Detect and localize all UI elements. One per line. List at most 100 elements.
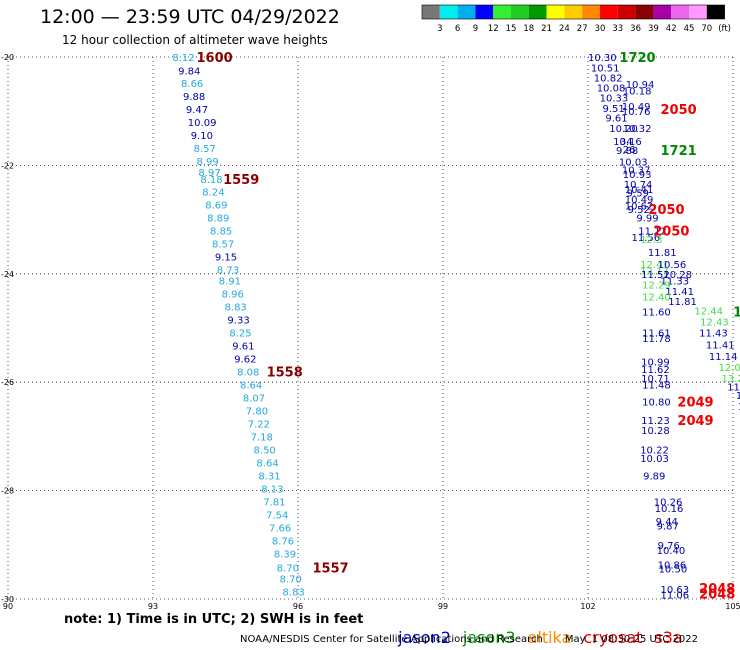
wave-height-point: 8.57 xyxy=(194,144,216,155)
track-time-label: 2050 xyxy=(661,103,697,118)
wave-height-point: 9.52 xyxy=(628,205,650,216)
colorbar-swatch xyxy=(528,5,547,19)
wave-height-point: 11.41 xyxy=(665,287,694,298)
colorbar-swatch xyxy=(600,5,618,19)
satellite-legend: jason2 jason3 altika cryosat s3a xyxy=(388,609,695,647)
wave-height-point: 10.94 xyxy=(626,80,655,91)
wave-height-point: 10.82 xyxy=(594,74,623,85)
wave-height-point: 9.59 xyxy=(627,189,649,200)
wave-height-point: 11.8 xyxy=(738,402,740,413)
wave-height-point: 26 xyxy=(623,145,636,156)
wave-height-point: 10.40 xyxy=(657,546,686,557)
wave-height-point: 8.08 xyxy=(237,367,259,378)
wave-height-point: 8.96 xyxy=(222,289,244,300)
track-time-labels: 1600 1559 1558 1557 1720 1721 1722 2050 2050 2050… xyxy=(197,51,740,603)
track-time-label: 1600 xyxy=(197,51,233,66)
x-tick-label: 99 xyxy=(438,602,448,611)
wave-height-point: 11.60 xyxy=(642,308,671,319)
wave-height-point: 10.18 xyxy=(623,87,652,98)
wave-height-point: 8.99 xyxy=(197,157,219,168)
colorbar-swatch xyxy=(564,5,583,19)
track-time-label: 2050 xyxy=(648,203,684,218)
wave-height-point: 11.99 xyxy=(736,391,740,402)
wave-height-point: 10.22 xyxy=(640,445,669,456)
wave-height-point: 8.18 xyxy=(200,175,222,186)
y-tick-label: -22 xyxy=(1,161,14,170)
wave-height-point: 8.25 xyxy=(229,328,251,339)
track-time-label: 1558 xyxy=(267,365,303,380)
wave-height-point: 8.73 xyxy=(217,265,239,276)
track-time-label: 1722 xyxy=(733,306,740,321)
wave-height-point: 11.06 xyxy=(661,591,690,602)
wave-height-point: 10.99 xyxy=(641,358,670,369)
wave-height-point: 8.66 xyxy=(181,79,203,90)
footer: NOAA/NESDIS Center for Satellite Applica… xyxy=(240,634,698,645)
colorbar-label: 36 xyxy=(630,24,641,34)
wave-height-point: 8.83 xyxy=(225,302,247,313)
wave-height-point: 11.81 xyxy=(668,297,697,308)
wave-height-point: 12.43 xyxy=(700,317,729,328)
track-time-label: 2048 xyxy=(699,588,735,603)
color-scale-legend: 3 6 9 12 15 18 21 24 27 30 33 36 39 42 45 70 (ft) xyxy=(421,4,731,34)
track-time-label: 2049 xyxy=(677,396,713,411)
wave-height-point: 8.13 xyxy=(261,484,283,495)
wave-height-point: 11.78 xyxy=(642,334,671,345)
y-tick-label: -28 xyxy=(1,487,14,496)
legend-jason2: jason2 xyxy=(398,628,451,647)
wave-height-point: 8.97 xyxy=(198,168,220,179)
wave-height-point: 10.28 xyxy=(641,426,670,437)
wave-height-point: 7.80 xyxy=(246,406,268,417)
wave-height-point: 10.50 xyxy=(659,565,688,576)
colorbar-label: 24 xyxy=(559,24,570,34)
wave-height-point: 11.33 xyxy=(661,276,690,287)
legend-altika: altika xyxy=(527,628,572,647)
wave-height-point: 10.41 xyxy=(625,185,654,196)
x-tick-label: 96 xyxy=(293,602,303,611)
wave-height-point: 9.89 xyxy=(643,471,665,482)
wave-height-point: 9.51 xyxy=(603,104,625,115)
wave-height-point: 9.61 xyxy=(232,341,254,352)
wave-height-point: 10.49 xyxy=(622,102,651,113)
wave-height-point: 8.57 xyxy=(212,239,234,250)
colorbar-label: 3 xyxy=(437,24,442,34)
wave-height-point: 8.39 xyxy=(274,549,296,560)
colorbar-swatch xyxy=(475,5,494,19)
wave-height-points: 8.129.848.669.889.4710.099.108.578.998.9… xyxy=(172,53,740,602)
colorbar-label: 12 xyxy=(488,24,499,34)
colorbar-swatch xyxy=(635,5,654,19)
colorbar-label: 9 xyxy=(473,24,478,34)
track-time-label: 1720 xyxy=(619,51,655,66)
wave-height-point: 9.33 xyxy=(227,315,249,326)
wave-height-point: 11.62 xyxy=(641,365,670,376)
wave-height-point: 10.26 xyxy=(654,497,683,508)
wave-height-point: 8.69 xyxy=(205,200,227,211)
axis-tick-labels: 90 93 96 99 102 105 -20 -22 -24 -26 -28 -30 xyxy=(1,53,740,611)
track-time-label: 1557 xyxy=(313,562,349,577)
wave-height-point: 8.89 xyxy=(207,213,229,224)
colorbar-label: 70 xyxy=(701,24,712,34)
wave-height-point: 10.33 xyxy=(600,94,629,105)
colorbar-label: 30 xyxy=(595,24,606,34)
wave-height-point: 10.51 xyxy=(591,63,620,74)
wave-height-point: 9.87 xyxy=(657,521,679,532)
colorbar-swatch xyxy=(617,5,636,19)
y-tick-label: -24 xyxy=(1,270,14,279)
chart-subtitle: 12 hour collection of altimeter wave hei… xyxy=(62,33,328,47)
colorbar-label: 45 xyxy=(684,24,695,34)
colorbar-swatch xyxy=(493,5,511,19)
colorbar-label: 39 xyxy=(648,24,659,34)
colorbar-swatch xyxy=(689,5,707,19)
track-time-label: 2048 xyxy=(699,582,735,597)
wave-height-point: 10.71 xyxy=(641,374,670,385)
wave-height-point: 8.07 xyxy=(243,393,265,404)
colorbar-swatch xyxy=(706,5,725,19)
wave-height-point: 12.17 xyxy=(640,267,669,278)
wave-height-point: 10.49 xyxy=(625,195,654,206)
wave-height-point: 11.41 xyxy=(706,340,735,351)
footer-timestamp: May 1 08:30:25 UTC 2022 xyxy=(564,634,698,645)
wave-height-point: 8.91 xyxy=(219,276,241,287)
track-time-label: 2050 xyxy=(653,224,689,239)
colorbar-label: 33 xyxy=(612,24,623,34)
colorbar-swatch xyxy=(671,5,689,19)
wave-height-point: 8.70 xyxy=(280,574,302,585)
